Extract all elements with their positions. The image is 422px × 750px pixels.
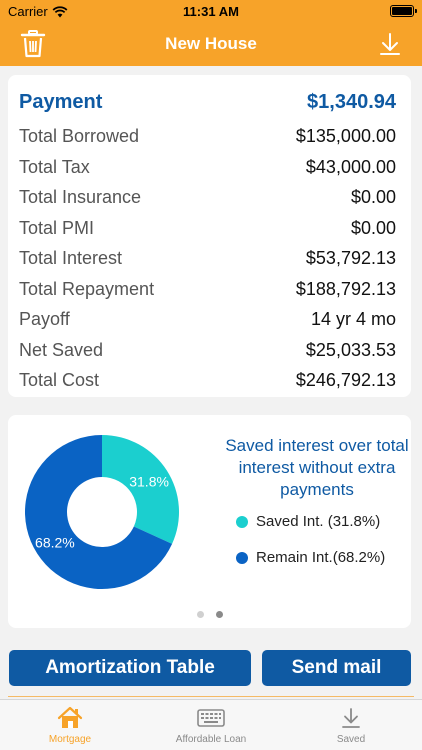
tab-label: Saved (336, 734, 366, 745)
interest-chart-card[interactable]: 31.8% 68.2% Saved interest over total int… (8, 415, 411, 628)
house-icon (57, 706, 83, 728)
row-label: Total Borrowed (19, 125, 140, 146)
slice-label: 31.8% (129, 474, 169, 490)
keyboard-icon (197, 709, 225, 727)
row-value: $25,033.53 (305, 339, 396, 360)
row-label: Total Insurance (19, 186, 142, 207)
pie-slice-saved-int (102, 435, 180, 544)
payment-summary-card: Payment $1,340.94 Total Borrowed $135,00… (8, 75, 411, 397)
tab-affordable-loan[interactable]: Affordable Loan (141, 706, 281, 750)
battery-icon (390, 5, 417, 17)
legend-label-saved: Saved Int. (31.8%) (256, 513, 381, 530)
send-mail-button[interactable]: Send mail (262, 650, 411, 686)
row-value: $53,792.13 (305, 247, 396, 268)
summary-row: Total Interest $53,792.13 (19, 246, 396, 270)
status-bar: Carrier 11:31 AM (0, 0, 422, 22)
page-indicator[interactable] (8, 611, 411, 618)
row-value: $188,792.13 (295, 278, 396, 299)
payment-label: Payment (19, 90, 103, 113)
chart-title: Saved interest over total interest witho… (225, 436, 409, 499)
payment-value: $1,340.94 (307, 90, 396, 113)
row-value: $135,000.00 (295, 125, 396, 146)
row-label: Total Tax (19, 156, 90, 177)
legend-label-remain: Remain Int.(68.2%) (256, 549, 386, 566)
download-icon (342, 708, 360, 728)
carrier-label: Carrier (8, 4, 48, 19)
summary-row: Net Saved $25,033.53 (19, 338, 396, 362)
legend-dot-saved (236, 515, 248, 528)
slice-label: 68.2% (35, 534, 75, 550)
page-dot[interactable] (196, 611, 204, 618)
amortization-table-button[interactable]: Amortization Table (9, 650, 251, 686)
tab-saved[interactable]: Saved (281, 706, 421, 750)
row-label: Total Cost (19, 369, 100, 390)
summary-row: Total Repayment $188,792.13 (19, 277, 396, 301)
summary-row: Total Borrowed $135,000.00 (19, 124, 396, 148)
tab-bar: Mortgage Affordable Loan Saved (0, 699, 422, 750)
tab-label: Mortgage (48, 734, 92, 745)
page-title: New House (165, 34, 257, 53)
row-label: Total PMI (19, 217, 95, 238)
row-label: Net Saved (19, 339, 104, 360)
legend-item-remain: Remain Int.(68.2%) (236, 549, 385, 566)
tab-label: Affordable Loan (175, 734, 247, 745)
divider (8, 696, 414, 697)
row-value: $0.00 (350, 186, 396, 207)
summary-row: Total Tax $43,000.00 (19, 155, 396, 179)
legend-dot-remain (236, 551, 248, 564)
summary-row: Total Cost $246,792.13 (19, 368, 396, 392)
row-label: Payoff (19, 308, 70, 329)
carrier-info: Carrier (8, 4, 68, 19)
donut-chart: 31.8% 68.2% (25, 435, 180, 589)
row-label: Total Interest (19, 247, 123, 268)
pie-slice-remain-int (25, 435, 173, 589)
download-icon[interactable] (378, 32, 402, 56)
row-value: $43,000.00 (305, 156, 396, 177)
trash-icon[interactable] (20, 30, 46, 58)
row-label: Total Repayment (19, 278, 155, 299)
row-value: $0.00 (350, 217, 396, 238)
legend-item-saved: Saved Int. (31.8%) (236, 513, 380, 530)
summary-row: Payoff 14 yr 4 mo (19, 307, 396, 331)
summary-row: Total Insurance $0.00 (19, 185, 396, 209)
wifi-icon (52, 5, 68, 17)
row-value: 14 yr 4 mo (310, 308, 396, 329)
page-dot-active[interactable] (215, 611, 223, 618)
payment-header: Payment $1,340.94 (19, 89, 396, 115)
nav-bar: New House (0, 22, 422, 66)
row-value: $246,792.13 (295, 369, 396, 390)
summary-row: Total PMI $0.00 (19, 216, 396, 240)
status-time: 11:31 AM (183, 4, 239, 19)
tab-mortgage[interactable]: Mortgage (0, 706, 140, 750)
